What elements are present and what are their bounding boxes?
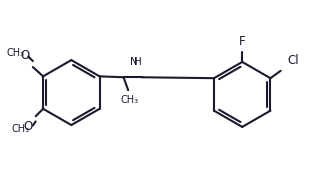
Text: O: O <box>23 120 32 133</box>
Text: CH₃: CH₃ <box>7 48 25 58</box>
Text: F: F <box>239 35 246 48</box>
Text: CH₃: CH₃ <box>121 95 139 105</box>
Text: CH₃: CH₃ <box>12 124 30 134</box>
Text: H: H <box>134 57 142 67</box>
Text: Cl: Cl <box>287 54 299 67</box>
Text: O: O <box>20 49 30 62</box>
Text: N: N <box>130 57 138 67</box>
